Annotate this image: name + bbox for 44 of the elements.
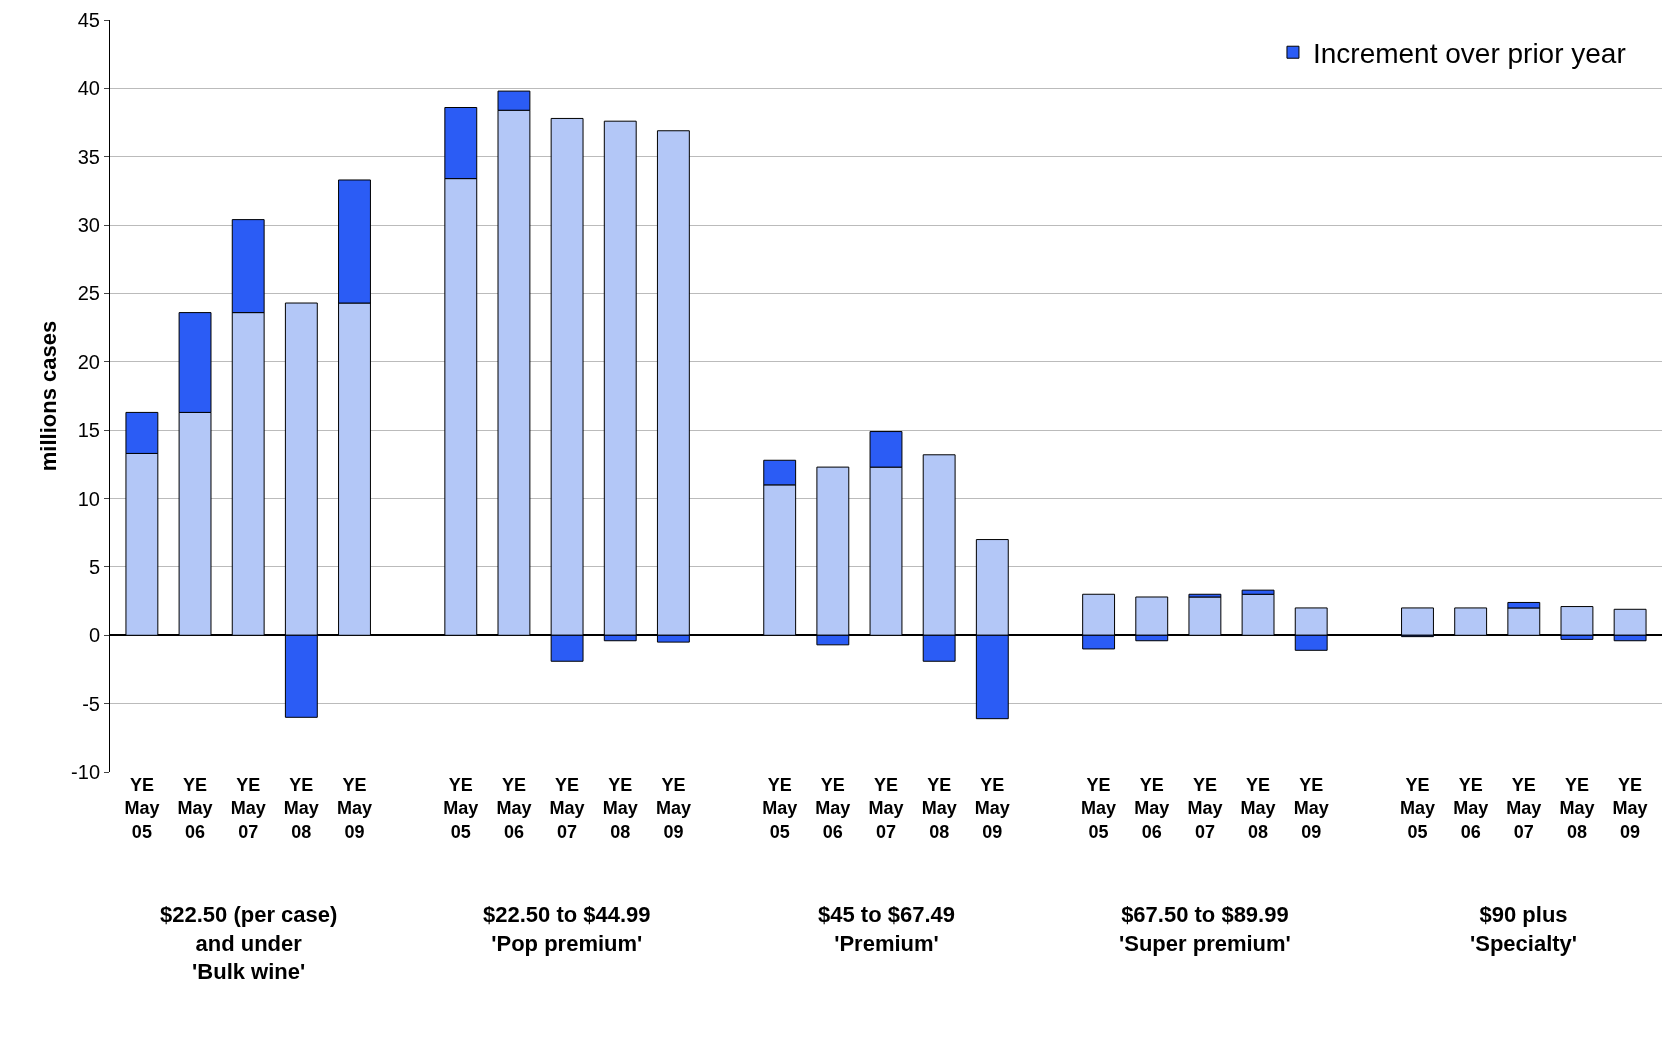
legend-label: Increment over prior year xyxy=(1312,38,1626,70)
y-tick-label: -5 xyxy=(82,692,100,715)
text: $90 plus 'Specialty' xyxy=(1470,902,1578,956)
x-tick-label: YE May 07 xyxy=(1506,775,1542,842)
text: $45 to $67.49 'Premium' xyxy=(818,902,955,956)
x-tick-label: YE May 06 xyxy=(1134,775,1170,842)
x-tick-label: YE May 05 xyxy=(1081,775,1117,842)
x-tick-label: YE May 07 xyxy=(1187,775,1223,842)
y-tick-label: 40 xyxy=(77,77,100,100)
x-tick-label: YE May 09 xyxy=(655,775,691,842)
x-tick-label: YE May 09 xyxy=(1612,775,1648,842)
x-tick-label: YE May 06 xyxy=(177,775,213,842)
y-tick-label: 15 xyxy=(77,419,100,442)
x-tick-label: YE May 06 xyxy=(1453,775,1489,842)
y-tick-label: 45 xyxy=(77,9,100,31)
text: $22.50 (per case) and under 'Bulk wine' xyxy=(160,902,338,985)
x-tick-label: YE May 06 xyxy=(496,775,532,842)
x-tick-label: YE May 05 xyxy=(762,775,798,842)
text: $22.50 to $44.99 'Pop premium' xyxy=(483,902,651,956)
text: $67.50 to $89.99 'Super premium' xyxy=(1119,902,1291,956)
y-tick-label: 30 xyxy=(77,214,100,237)
x-tick-label: YE May 05 xyxy=(1400,775,1436,842)
x-tick-label: YE May 07 xyxy=(868,775,904,842)
x-tick-label: YE May 07 xyxy=(549,775,585,842)
y-tick-label: 0 xyxy=(88,624,100,647)
y-tick-label: 35 xyxy=(77,145,100,168)
y-tick-label: 25 xyxy=(77,282,100,305)
x-tick-label: YE May 06 xyxy=(815,775,851,842)
y-tick-label: 5 xyxy=(88,555,100,578)
y-tick-label: -10 xyxy=(71,761,100,783)
x-tick-label: YE May 09 xyxy=(1293,775,1329,842)
x-tick-label: YE May 05 xyxy=(124,775,160,842)
x-tick-label: YE May 07 xyxy=(230,775,266,842)
y-tick-label: 10 xyxy=(77,487,100,510)
x-tick-label: YE May 09 xyxy=(974,775,1010,842)
x-tick-label: YE May 08 xyxy=(1240,775,1276,842)
x-tick-label: YE May 08 xyxy=(921,775,957,842)
y-axis-title: millions cases xyxy=(36,320,61,472)
x-tick-label: YE May 08 xyxy=(1559,775,1595,842)
x-tick-label: YE May 08 xyxy=(283,775,319,842)
x-tick-label: YE May 08 xyxy=(602,775,638,842)
y-tick-label: 20 xyxy=(77,350,100,373)
x-tick-label: YE May 05 xyxy=(443,775,479,842)
x-tick-label: YE May 09 xyxy=(336,775,372,842)
